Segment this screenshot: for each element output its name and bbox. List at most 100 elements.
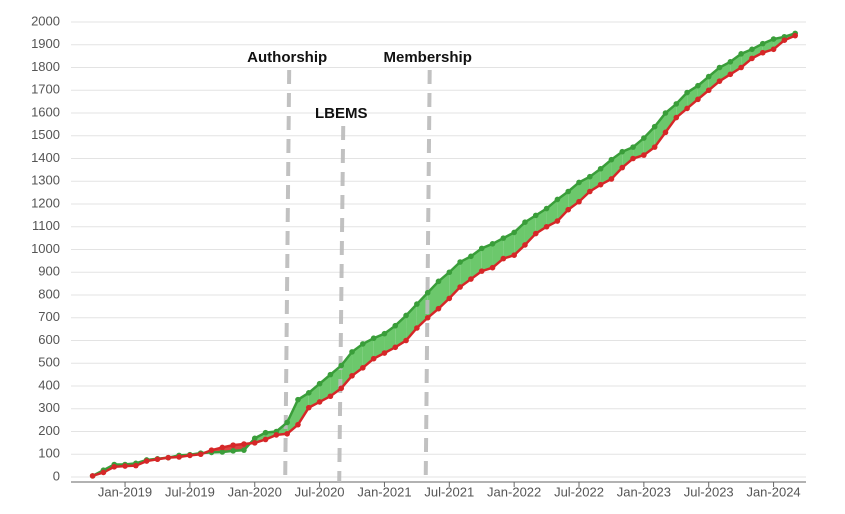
point [143, 458, 150, 464]
y-tick-label: 400 [38, 377, 60, 392]
point [414, 301, 420, 307]
point [338, 385, 345, 392]
x-tick-label: Jan-2021 [357, 484, 411, 499]
point [500, 255, 507, 262]
point [641, 152, 647, 158]
point [705, 87, 712, 94]
point [511, 229, 517, 236]
point [403, 337, 409, 344]
y-tick-label: 600 [38, 332, 60, 347]
point [565, 206, 572, 213]
x-tick-label: Jan-2020 [228, 484, 282, 499]
difference-band [751, 43, 763, 59]
point [89, 473, 96, 479]
point [349, 349, 355, 355]
point [403, 312, 409, 319]
annotation-line [337, 125, 346, 483]
x-tick-label: Jan-2024 [746, 484, 800, 499]
point [522, 242, 528, 248]
point [597, 181, 604, 188]
difference-band [503, 232, 515, 259]
x-tick-label: Jul-2019 [165, 484, 215, 499]
point [489, 264, 496, 271]
point [230, 448, 236, 454]
point [749, 55, 755, 62]
point [370, 355, 377, 362]
difference-band [697, 76, 709, 100]
point [619, 164, 626, 171]
x-tick-label: Jan-2019 [98, 484, 152, 499]
point [305, 404, 312, 411]
point [176, 454, 182, 460]
point [727, 59, 734, 65]
point [587, 188, 593, 195]
point [273, 432, 280, 438]
y-tick-label: 2000 [31, 13, 60, 28]
y-tick-label: 1400 [31, 150, 60, 165]
point [154, 456, 161, 463]
point [111, 463, 118, 470]
point [532, 230, 539, 237]
point [543, 205, 550, 212]
point [241, 441, 247, 447]
point [565, 188, 572, 195]
annotation-label: Authorship [247, 49, 327, 66]
point [770, 36, 777, 42]
y-tick-label: 800 [38, 286, 60, 301]
point [381, 350, 388, 356]
y-tick-label: 1500 [31, 127, 60, 142]
point [468, 276, 474, 282]
y-tick-label: 1700 [31, 82, 60, 97]
y-tick-label: 1000 [31, 241, 60, 256]
point [197, 451, 204, 458]
point [792, 32, 798, 39]
point [727, 71, 734, 78]
point [284, 430, 290, 437]
x-tick-label: Jan-2022 [487, 484, 541, 499]
difference-band [297, 392, 309, 425]
y-tick-label: 700 [38, 309, 60, 324]
y-tick-label: 900 [38, 264, 60, 279]
point [695, 82, 701, 89]
point [695, 96, 701, 103]
point [457, 284, 463, 290]
y-tick-label: 100 [38, 446, 60, 461]
point [305, 390, 312, 396]
point [316, 380, 323, 387]
point [489, 241, 496, 247]
point [673, 114, 680, 121]
point [749, 46, 755, 53]
point [662, 110, 669, 116]
point [705, 73, 712, 80]
point [630, 144, 636, 150]
point [187, 452, 193, 459]
point [662, 129, 669, 136]
y-tick-label: 1100 [32, 218, 60, 233]
point [424, 289, 431, 296]
difference-band [633, 138, 644, 159]
point [543, 223, 550, 230]
point [381, 330, 388, 337]
point [122, 463, 128, 469]
point [370, 335, 377, 342]
point [241, 447, 247, 453]
point [208, 447, 215, 453]
point [759, 40, 766, 47]
point [338, 362, 345, 369]
point [608, 176, 615, 182]
point [219, 444, 226, 451]
point [327, 371, 334, 378]
point [424, 314, 431, 321]
point [576, 179, 582, 186]
point [522, 219, 528, 225]
y-tick-label: 300 [38, 400, 60, 415]
point [641, 135, 647, 141]
point [446, 269, 453, 276]
x-tick-label: Jul-2020 [295, 484, 345, 499]
point [554, 218, 561, 224]
point [435, 278, 442, 285]
y-tick-label: 500 [38, 355, 60, 370]
point [316, 399, 323, 405]
y-tick-label: 1900 [31, 36, 60, 51]
